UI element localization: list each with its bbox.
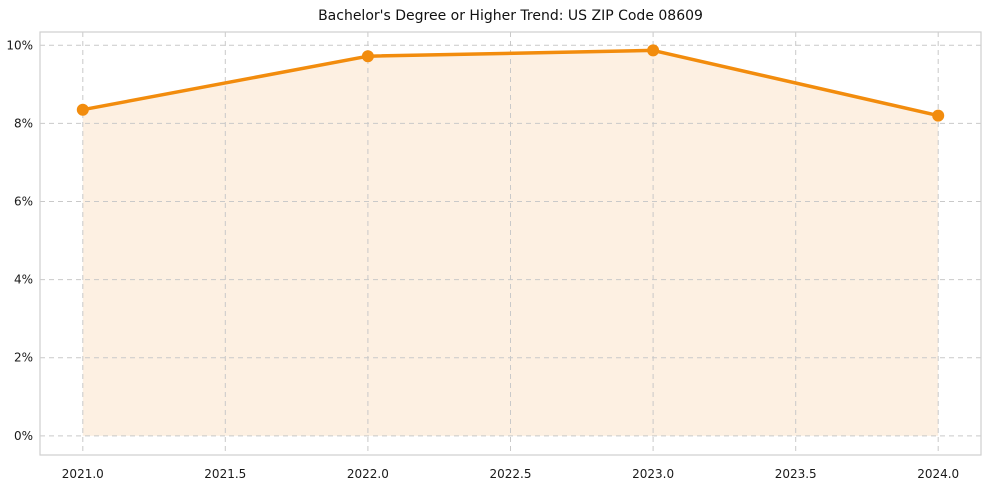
data-point-marker: [647, 44, 660, 57]
y-tick-label: 2%: [14, 351, 33, 365]
x-tick-label: 2022.0: [347, 467, 389, 481]
x-tick-label: 2022.5: [490, 467, 532, 481]
x-tick-label: 2023.5: [775, 467, 817, 481]
y-tick-label: 10%: [6, 38, 33, 52]
x-tick-label: 2024.0: [917, 467, 959, 481]
x-tick-label: 2021.5: [204, 467, 246, 481]
trend-line: [81, 48, 940, 118]
plot-frame: [39, 31, 982, 456]
y-tick-label: 8%: [14, 116, 33, 130]
chart-title: Bachelor's Degree or Higher Trend: US ZI…: [318, 8, 703, 24]
y-tick-label: 6%: [14, 195, 33, 209]
y-tick-label: 0%: [14, 429, 33, 443]
data-point-marker: [361, 50, 374, 63]
x-tick-label: 2021.0: [62, 467, 104, 481]
x-tick-label: 2023.0: [632, 467, 674, 481]
y-tick-label: 4%: [14, 273, 33, 287]
data-point-marker: [76, 103, 89, 116]
data-point-marker: [932, 109, 945, 122]
